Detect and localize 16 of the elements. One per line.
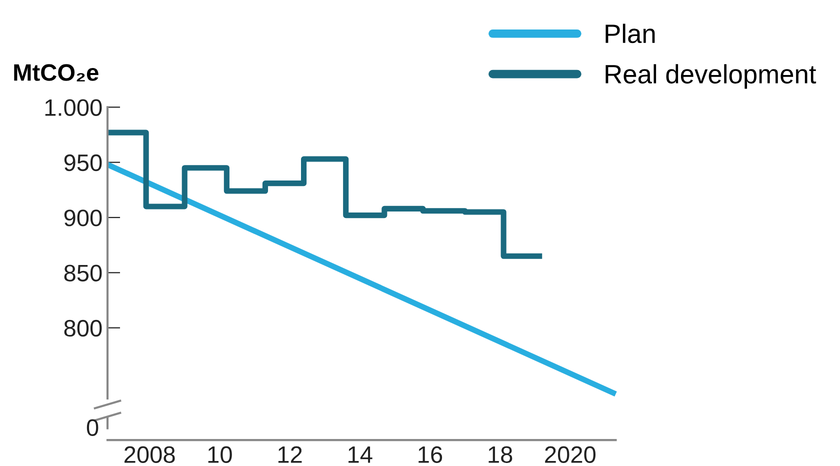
x-tick-label: 12	[278, 446, 302, 463]
legend-label: Real development	[606, 64, 816, 89]
y-tick-label: 850	[64, 264, 102, 282]
y-axis-title: MtCO₂e	[14, 64, 98, 82]
legend-label: Plan	[606, 24, 655, 44]
y-tick-label: 900	[64, 210, 102, 226]
y-tick-label: 950	[64, 154, 102, 172]
x-tick-label: 2020	[545, 446, 596, 463]
x-tick-label: 16	[418, 446, 442, 463]
y-tick-label: 800	[64, 320, 102, 337]
text: 0	[86, 419, 98, 436]
x-tick-label: 10	[208, 446, 232, 463]
x-tick-label: 2008	[124, 446, 175, 463]
y-tick-label: 1.000	[45, 99, 102, 116]
x-tick-label: 18	[488, 446, 512, 463]
x-tick-label: 14	[348, 446, 372, 463]
